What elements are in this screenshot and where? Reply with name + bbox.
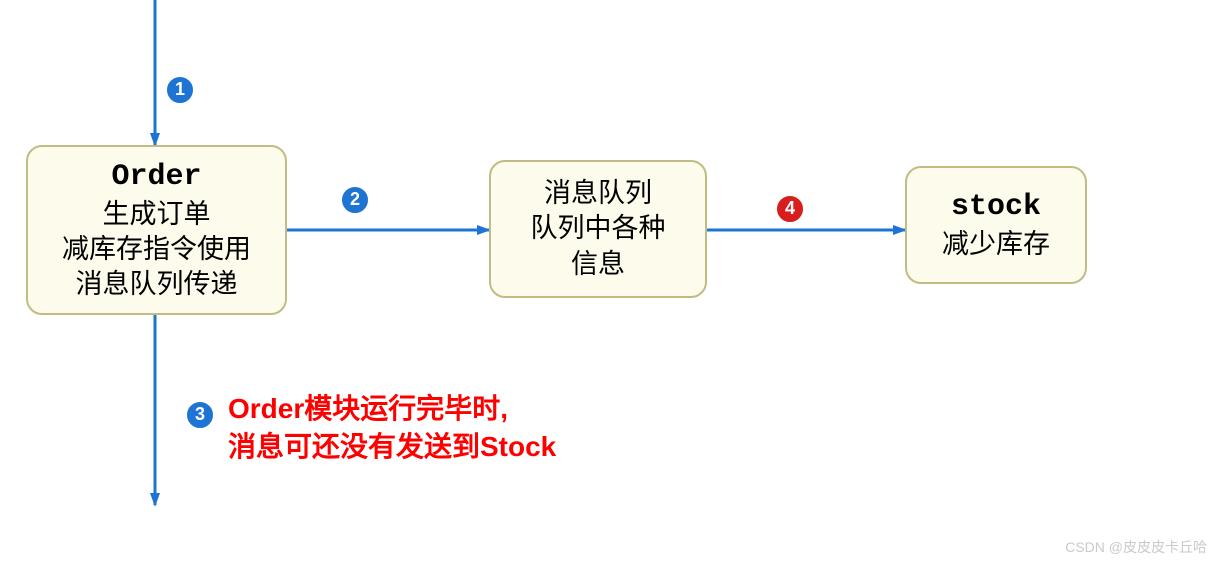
step-badge-3: 3 bbox=[185, 400, 215, 430]
node-order-line3: 消息队列传递 bbox=[76, 267, 238, 302]
node-queue: 消息队列 队列中各种 信息 bbox=[489, 160, 707, 298]
annotation-note: Order模块运行完毕时, 消息可还没有发送到Stock bbox=[228, 390, 556, 466]
annotation-note-line2: 消息可还没有发送到Stock bbox=[228, 428, 556, 466]
node-order: Order 生成订单 减库存指令使用 消息队列传递 bbox=[26, 145, 287, 315]
node-queue-line1: 消息队列 bbox=[544, 176, 652, 211]
watermark: CSDN @皮皮皮卡丘哈 bbox=[1065, 537, 1207, 557]
step-badge-1: 1 bbox=[165, 75, 195, 105]
node-order-line1: 生成订单 bbox=[103, 197, 211, 232]
node-stock-title: stock bbox=[951, 188, 1041, 227]
step-badge-4: 4 bbox=[775, 194, 805, 224]
step-badge-2: 2 bbox=[340, 185, 370, 215]
annotation-note-line1: Order模块运行完毕时, bbox=[228, 390, 556, 428]
node-queue-line2: 队列中各种 bbox=[531, 211, 666, 246]
node-stock: stock 减少库存 bbox=[905, 166, 1087, 284]
node-stock-line1: 减少库存 bbox=[942, 227, 1050, 262]
node-queue-line3: 信息 bbox=[571, 247, 625, 282]
node-order-title: Order bbox=[111, 158, 201, 197]
node-order-line2: 减库存指令使用 bbox=[62, 232, 251, 267]
